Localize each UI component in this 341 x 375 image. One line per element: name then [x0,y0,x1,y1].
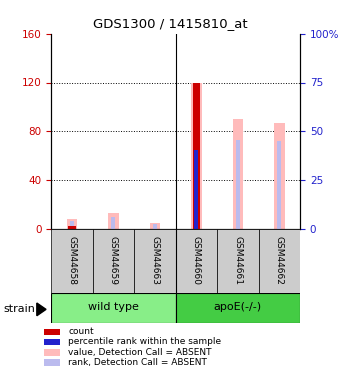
Text: count: count [68,327,94,336]
Bar [277,141,281,229]
Text: GSM44658: GSM44658 [68,236,76,285]
Text: GSM44662: GSM44662 [275,236,284,285]
Bar [67,219,77,229]
Bar [51,292,176,322]
Text: rank, Detection Call = ABSENT: rank, Detection Call = ABSENT [68,358,207,367]
Bar [93,229,134,292]
Bar [274,123,284,229]
Text: strain: strain [3,304,35,314]
Bar [176,292,300,322]
Text: GDS1300 / 1415810_at: GDS1300 / 1415810_at [93,17,248,30]
Bar [217,229,258,292]
Text: percentile rank within the sample: percentile rank within the sample [68,338,221,346]
Text: GSM44663: GSM44663 [150,236,159,285]
Text: wild type: wild type [88,303,139,312]
Bar [150,223,160,229]
Bar [258,229,300,292]
Bar [153,224,157,229]
Bar [70,221,74,229]
Bar [236,140,240,229]
Bar [111,217,116,229]
Bar [108,213,119,229]
Text: GSM44660: GSM44660 [192,236,201,285]
Bar [51,229,93,292]
Bar [194,150,198,229]
Text: GSM44659: GSM44659 [109,236,118,285]
Bar [68,226,75,229]
Bar [134,229,176,292]
Text: apoE(-/-): apoE(-/-) [214,303,262,312]
Text: GSM44661: GSM44661 [233,236,242,285]
Bar [233,119,243,229]
Bar [191,82,202,229]
Bar [193,82,200,229]
Bar [194,151,198,229]
Polygon shape [37,303,46,316]
Bar [176,229,217,292]
Text: value, Detection Call = ABSENT: value, Detection Call = ABSENT [68,348,212,357]
